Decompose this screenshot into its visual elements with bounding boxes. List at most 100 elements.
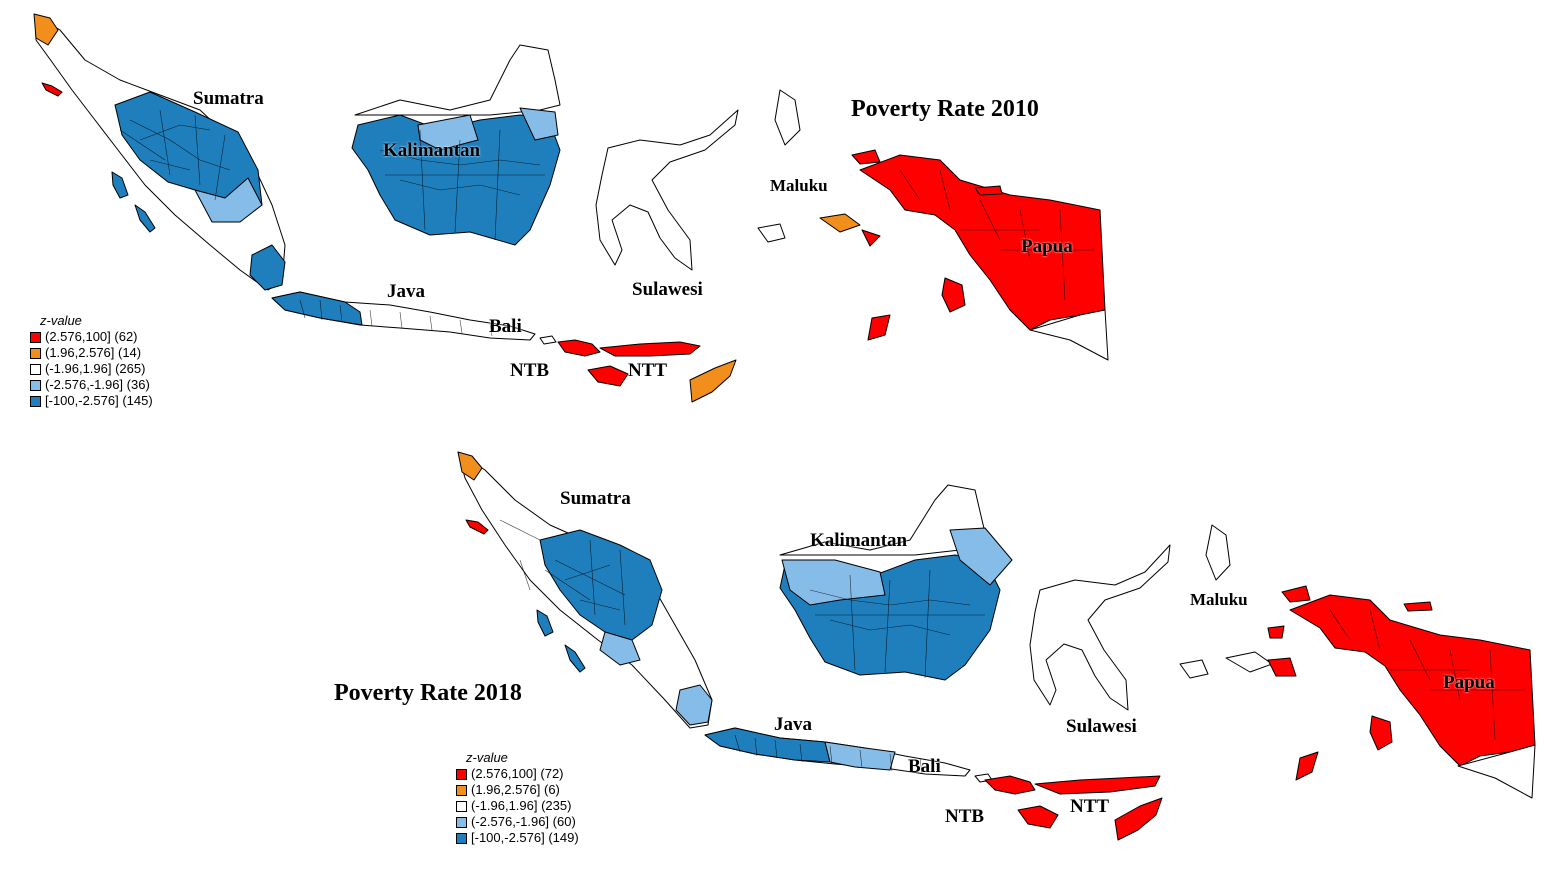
legend-item: (2.576,100] (72) (456, 766, 579, 782)
sulawesi-shape (595, 109, 739, 271)
label-sumatra: Sumatra (193, 88, 264, 109)
legend-swatch-white (456, 800, 467, 812)
label-bali: Bali (908, 756, 941, 777)
maluku-red-2 (861, 229, 881, 247)
java-grid (299, 299, 493, 337)
simeulue-red (41, 82, 63, 97)
buru-shape (1179, 659, 1209, 679)
label-sumatra: Sumatra (560, 488, 631, 509)
maluku-red-2 (1267, 625, 1285, 639)
legend-item: (1.96,2.576] (6) (456, 782, 579, 798)
kalimantan-lightblue (781, 559, 886, 606)
sumatra-blue-cluster (539, 529, 663, 641)
aceh-orange (457, 451, 483, 481)
bali-shape (539, 335, 557, 345)
kalimantan-lightblue (417, 114, 479, 151)
legend-label: (-2.576,-1.96] (36) (45, 377, 150, 392)
mentawai-blue (564, 644, 586, 673)
sulawesi-shape (1029, 544, 1171, 711)
label-papua: Papua (1443, 672, 1495, 693)
papua-south-white (1457, 744, 1536, 799)
label-kalimantan: Kalimantan (383, 140, 481, 161)
label-kalimantan: Kalimantan (810, 530, 908, 551)
ntt-flores-shape (1034, 775, 1161, 795)
papua-south-white (1029, 309, 1109, 361)
java-grid (734, 734, 923, 775)
label-java: Java (774, 714, 812, 735)
ntb-shape (984, 775, 1036, 795)
legend-swatch-blue (456, 832, 467, 844)
legend-title: z-value (466, 750, 508, 765)
map-title-2018: Poverty Rate 2018 (334, 680, 522, 706)
legend-label: (2.576,100] (72) (471, 766, 564, 781)
kalimantan-lightblue-east (949, 527, 1013, 586)
sumba-shape (587, 365, 629, 387)
halmahera-shape (774, 89, 801, 146)
legend-label: [-100,-2.576] (145) (45, 393, 153, 408)
sumatra-lightblue-area (194, 177, 263, 223)
papua-shape (1289, 594, 1536, 767)
kai-red (867, 314, 891, 341)
kalimantan-grid (379, 129, 545, 241)
papua-shape (859, 154, 1106, 331)
label-ntb: NTB (510, 360, 550, 381)
ntt-flores-shape (599, 341, 701, 357)
nias-blue (536, 609, 554, 637)
label-ntb: NTB (945, 806, 985, 827)
label-sulawesi: Sulawesi (632, 279, 703, 300)
legend-item: (-2.576,-1.96] (60) (456, 814, 579, 830)
legend-label: (-1.96,1.96] (235) (471, 798, 572, 813)
legend-swatch-red (30, 331, 41, 343)
legend-title: z-value (40, 313, 82, 328)
label-ntt: NTT (628, 360, 668, 381)
legend-item: (1.96,2.576] (14) (30, 345, 153, 361)
aceh-orange (33, 13, 59, 46)
sumatra-south-blue (675, 684, 713, 726)
legend-swatch-orange (456, 784, 467, 796)
papua-grid (1329, 609, 1525, 741)
label-java: Java (387, 281, 425, 302)
seram-orange (819, 213, 861, 233)
sumatra-south-blue (249, 244, 286, 291)
java-west-blue (271, 291, 363, 326)
maluku-red-3 (1267, 657, 1297, 677)
halmahera-shape (1205, 524, 1231, 581)
timor-shape (1114, 797, 1163, 841)
legend-item: (-1.96,1.96] (235) (456, 798, 579, 814)
buru-shape (757, 223, 786, 243)
legend-item: (-2.576,-1.96] (36) (30, 377, 153, 393)
legend-item: [-100,-2.576] (149) (456, 830, 579, 846)
legend-2010: z-value (2.576,100] (62) (1.96,2.576] (1… (30, 313, 153, 409)
simeulue-red (465, 519, 489, 535)
label-sulawesi: Sulawesi (1066, 716, 1137, 737)
kalimantan-lightblue-east (519, 107, 559, 141)
legend-label: (-1.96,1.96] (265) (45, 361, 146, 376)
legend-label: (1.96,2.576] (14) (45, 345, 142, 360)
kalimantan-north-white (779, 484, 989, 556)
legend-label: [-100,-2.576] (149) (471, 830, 579, 845)
kalimantan-grid (809, 569, 985, 679)
label-maluku: Maluku (770, 176, 828, 195)
sumatra-lightblue-area (599, 631, 641, 666)
legend-swatch-red (456, 768, 467, 780)
aru-red (1369, 715, 1393, 751)
raja-ampat-red (1403, 601, 1433, 612)
legend-swatch-lightblue (456, 816, 467, 828)
legend-item: [-100,-2.576] (145) (30, 393, 153, 409)
label-ntt: NTT (1070, 796, 1110, 817)
legend-label: (1.96,2.576] (6) (471, 782, 560, 797)
map-title-2010: Poverty Rate 2010 (851, 96, 1039, 122)
ntb-shape (557, 339, 601, 357)
legend-label: (-2.576,-1.96] (60) (471, 814, 576, 829)
maluku-red-1 (1281, 585, 1311, 603)
legend-item: (-1.96,1.96] (265) (30, 361, 153, 377)
legend-swatch-blue (30, 395, 41, 407)
raja-ampat-red (974, 185, 1003, 196)
legend-item: (2.576,100] (62) (30, 329, 153, 345)
java-central-lightblue (824, 741, 896, 771)
seram-shape (1225, 651, 1273, 673)
nias-blue (111, 171, 129, 199)
legend-label: (2.576,100] (62) (45, 329, 138, 344)
aru-red (941, 277, 966, 313)
